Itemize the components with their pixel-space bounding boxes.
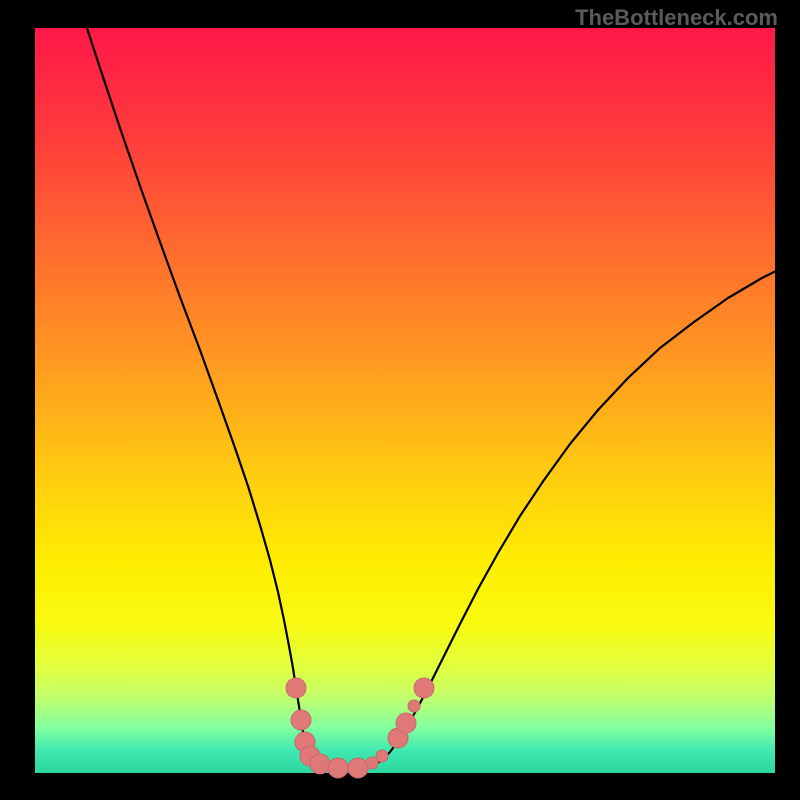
data-marker — [408, 700, 420, 712]
data-marker — [348, 758, 368, 778]
data-marker — [291, 710, 311, 730]
bottleneck-curve — [78, 0, 782, 769]
data-marker — [286, 678, 306, 698]
watermark-text: TheBottleneck.com — [575, 5, 778, 31]
data-marker — [328, 758, 348, 778]
data-marker — [376, 750, 388, 762]
data-marker — [396, 713, 416, 733]
data-marker — [310, 754, 330, 774]
data-marker — [414, 678, 434, 698]
chart-svg — [0, 0, 800, 800]
